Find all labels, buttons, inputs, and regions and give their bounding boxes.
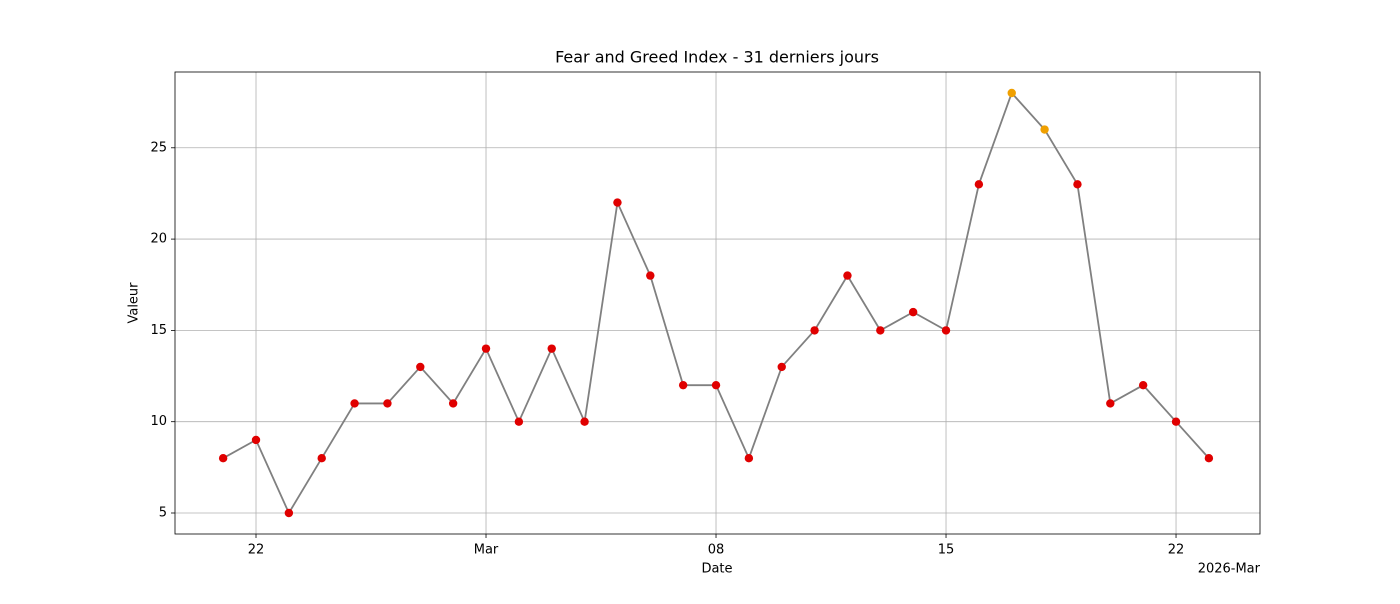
point — [547, 344, 556, 353]
point — [941, 326, 951, 335]
point — [251, 435, 261, 445]
point — [514, 417, 524, 426]
point — [974, 180, 984, 189]
point — [646, 271, 655, 280]
x-tick-label: 22 — [1168, 543, 1185, 558]
point — [613, 198, 622, 207]
point — [744, 454, 754, 463]
point — [810, 326, 819, 335]
point — [908, 307, 918, 317]
point — [284, 508, 294, 518]
point — [383, 399, 392, 408]
point — [416, 362, 425, 372]
grid — [175, 72, 1260, 534]
point — [580, 417, 589, 426]
y-tick-label: 20 — [150, 232, 167, 247]
point — [777, 362, 786, 372]
y-tick-label: 10 — [150, 414, 167, 429]
x-tick-label: Mar — [474, 543, 499, 558]
x-axis-label: Date — [701, 562, 732, 577]
point — [448, 399, 458, 408]
point — [1106, 399, 1115, 408]
point — [350, 399, 359, 408]
point — [711, 380, 721, 390]
chart-title: Fear and Greed Index - 31 derniers jours — [555, 48, 879, 67]
y-tick-label: 15 — [150, 323, 167, 338]
point — [1040, 125, 1049, 134]
point — [1171, 417, 1181, 426]
y-tick-label: 25 — [150, 140, 167, 155]
axes-frame — [174, 71, 1261, 535]
point — [876, 326, 885, 335]
x-tick-label: 08 — [708, 543, 725, 558]
x-offset-label: 2026-Mar — [1198, 562, 1261, 577]
point — [1007, 88, 1016, 98]
point — [1138, 380, 1148, 390]
point — [481, 344, 491, 353]
plot — [218, 88, 1214, 518]
y-axis-label: Valeur — [127, 282, 142, 324]
point — [218, 454, 228, 463]
y-tick-label: 5 — [159, 506, 167, 521]
point — [1204, 454, 1214, 463]
point — [678, 380, 688, 390]
point — [317, 454, 326, 463]
point — [843, 271, 852, 280]
x-tick-label: 15 — [938, 543, 955, 558]
point — [1073, 180, 1082, 189]
x-tick-label: 22 — [248, 543, 265, 558]
